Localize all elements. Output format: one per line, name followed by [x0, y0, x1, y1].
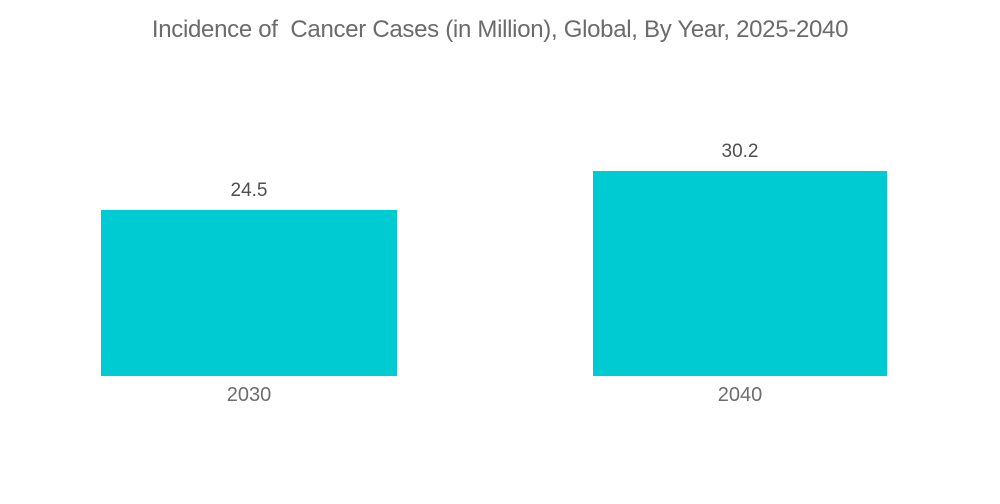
chart-title: Incidence of Cancer Cases (in Million), … — [151, 16, 849, 43]
value-label-2040: 30.2 — [721, 141, 759, 162]
category-label-2030: 2030 — [226, 384, 272, 406]
bar-group-2040: 30.2 2040 — [593, 141, 887, 405]
category-label-2040: 2040 — [717, 384, 763, 406]
bar-2030 — [101, 210, 397, 376]
bar-group-2030: 24.5 2030 — [101, 180, 397, 405]
value-label-2030: 24.5 — [230, 180, 268, 201]
bar-2040 — [593, 171, 887, 376]
